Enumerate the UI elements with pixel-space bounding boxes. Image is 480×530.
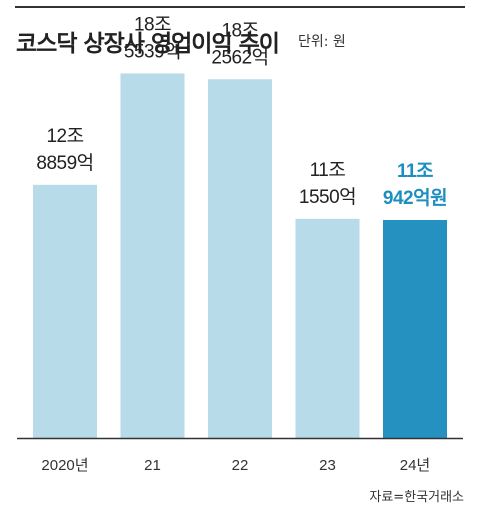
data-label-1-1: 5539억 <box>124 40 181 62</box>
x-tick-label-1: 21 <box>144 457 161 474</box>
x-tick-label-2: 22 <box>232 457 249 474</box>
chart-title: 코스닥 상장사 영업이익 추이 <box>16 31 280 57</box>
bar-2 <box>208 79 272 438</box>
x-tick-label-3: 23 <box>319 457 336 474</box>
data-label-0-0: 12조 <box>46 126 83 147</box>
data-label-4-0: 11조 <box>397 161 433 182</box>
data-label-4-1: 942억원 <box>383 187 447 209</box>
bar-3 <box>295 218 360 438</box>
x-tick-label-0: 2020년 <box>41 457 88 474</box>
top-rule <box>15 6 465 8</box>
data-label-3-0: 11조 <box>310 160 346 181</box>
bar-4 <box>383 219 447 438</box>
data-label-2-1: 2562억 <box>211 46 268 68</box>
unit-label: 단위: 원 <box>298 34 346 50</box>
data-label-1-0: 18조 <box>134 14 171 35</box>
data-label-2-0: 18조 <box>221 20 258 41</box>
data-label-0-1: 8859억 <box>36 152 93 174</box>
source-note: 자료=한국거래소 <box>369 490 464 505</box>
bar-1 <box>120 73 185 438</box>
bar-0 <box>33 184 97 438</box>
x-tick-label-4: 24년 <box>400 457 431 474</box>
data-label-3-1: 1550억 <box>299 186 356 208</box>
